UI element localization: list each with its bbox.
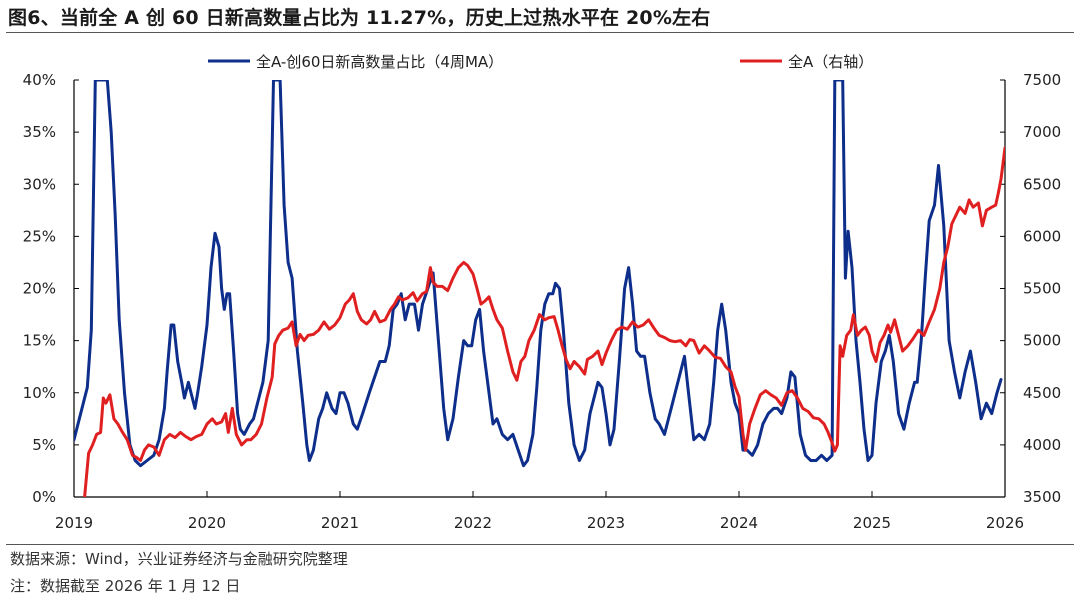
title-divider (6, 32, 1074, 33)
dual-axis-line-chart: 全A-创60日新高数量占比（4周MA） 全A（右轴） 0% 5% 10% 15% 20%… (23, 53, 1062, 532)
left-y-tick-label: 15% (23, 332, 56, 350)
right-y-tick-label: 3500 (1023, 488, 1061, 506)
x-tick-label: 2019 (55, 514, 93, 532)
right-y-tick-label: 5500 (1023, 280, 1061, 298)
left-y-tick-label: 35% (23, 123, 56, 141)
right-y-tick-label: 4000 (1023, 436, 1061, 454)
left-y-tick-label: 25% (23, 227, 56, 245)
x-tick-label: 2026 (986, 514, 1024, 532)
right-y-tick-label: 5000 (1023, 332, 1061, 350)
chart-legend: 全A-创60日新高数量占比（4周MA） 全A（右轴） (208, 53, 873, 71)
legend-label-right-series: 全A（右轴） (788, 53, 873, 71)
series-line-all-a-index (83, 146, 1005, 497)
left-y-tick-label: 30% (23, 175, 56, 193)
data-cutoff-note: 注：数据截至 2026 年 1 月 12 日 (10, 577, 241, 595)
footer-divider (6, 544, 1074, 545)
left-y-tick-label: 20% (23, 280, 56, 298)
chart-title: 图6、当前全 A 创 60 日新高数量占比为 11.27%，历史上过热水平在 2… (8, 7, 711, 29)
right-y-tick-label: 7500 (1023, 71, 1061, 89)
x-tick-label: 2024 (720, 514, 758, 532)
x-tick-label: 2023 (587, 514, 625, 532)
legend-label-left-series: 全A-创60日新高数量占比（4周MA） (256, 53, 503, 71)
x-tick-label: 2021 (321, 514, 359, 532)
data-source-note: 数据来源：Wind，兴业证券经济与金融研究院整理 (10, 550, 348, 568)
left-y-tick-label: 40% (23, 71, 56, 89)
x-tick-label: 2020 (188, 514, 226, 532)
right-y-tick-label: 4500 (1023, 384, 1061, 402)
right-y-tick-label: 7000 (1023, 123, 1061, 141)
chart-axes: 0% 5% 10% 15% 20% 25% 30% 35% 40% 3500 4000 4500 500… (23, 71, 1062, 532)
left-y-tick-label: 5% (32, 436, 56, 454)
left-y-tick-label: 0% (32, 488, 56, 506)
x-tick-label: 2022 (454, 514, 492, 532)
right-y-tick-label: 6500 (1023, 175, 1061, 193)
x-tick-label: 2025 (853, 514, 891, 532)
left-y-tick-label: 10% (23, 384, 56, 402)
chart-series (74, 80, 1005, 497)
right-y-tick-label: 6000 (1023, 227, 1061, 245)
series-line-new-high-ratio (74, 80, 1003, 468)
